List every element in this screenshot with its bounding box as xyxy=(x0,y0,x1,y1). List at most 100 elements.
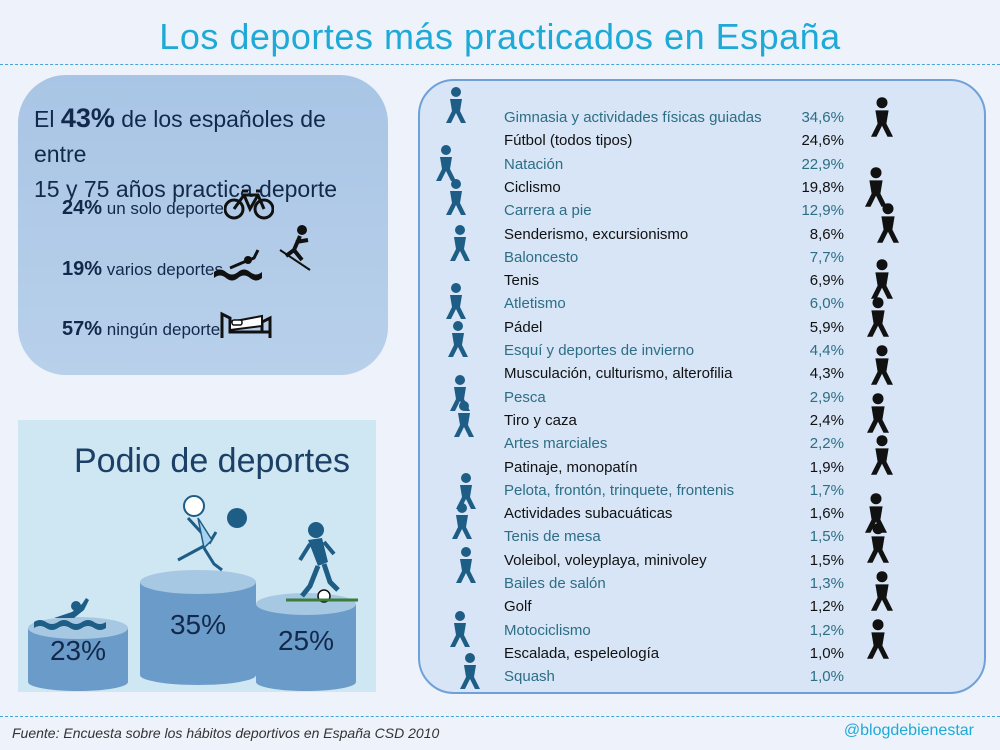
podium-label-center: 35% xyxy=(170,609,226,640)
ranking-row: Patinaje, monopatín 1,9% xyxy=(504,456,844,479)
runner-icon xyxy=(446,179,466,215)
sport-percentage: 6,9% xyxy=(809,272,844,290)
ranking-row: Artes marciales 2,2% xyxy=(504,432,844,455)
ranking-row: Bailes de salón 1,3% xyxy=(504,572,844,595)
summary-row-multiple: 19% varios deportes xyxy=(62,225,311,281)
sport-name: Patinaje, monopatín xyxy=(504,458,638,476)
gymnast-icon xyxy=(446,87,466,123)
ranking-row: Ciclismo 19,8% xyxy=(504,176,844,199)
ranking-panel: Gimnasia y actividades físicas guiadas 34… xyxy=(418,79,986,694)
sport-name: Escalada, espeleología xyxy=(504,644,660,662)
ranking-row: Actividades subacuáticas 1,6% xyxy=(504,502,844,525)
sport-name: Senderismo, excursionismo xyxy=(504,225,689,243)
motorcycle-icon xyxy=(450,611,470,647)
podium-box: Podio de deportes xyxy=(18,420,376,692)
ranking-row: Voleibol, voleyplaya, minivoley 1,5% xyxy=(504,549,844,572)
sport-percentage: 24,6% xyxy=(801,132,844,150)
headline-line2: 15 y 75 años practica deporte xyxy=(34,176,338,202)
sport-name: Pádel xyxy=(504,318,543,336)
ranking-row: Atletismo 6,0% xyxy=(504,292,844,315)
twitter-handle[interactable]: @blogdebienestar xyxy=(843,722,974,739)
top-divider xyxy=(0,64,1000,65)
sport-name: Voleibol, voleyplaya, minivoley xyxy=(504,551,707,569)
basketball-player-icon xyxy=(450,225,470,261)
summary-headline: El 43% de los españoles de entre 15 y 75… xyxy=(34,101,379,207)
summary-row-pct: 24% xyxy=(62,197,103,219)
ranking-row: Motociclismo 1,2% xyxy=(504,619,844,642)
summary-row-label: varios deportes xyxy=(106,260,223,279)
swimmer-skier-icon xyxy=(214,225,311,281)
sport-percentage: 1,2% xyxy=(809,598,844,616)
bottom-divider xyxy=(0,716,1000,717)
sport-name: Gimnasia y actividades físicas guiadas xyxy=(504,109,762,126)
podium-label-left: 23% xyxy=(50,635,106,666)
page-title: Los deportes más practicados en España xyxy=(159,16,841,57)
ranking-row: Escalada, espeleología 1,0% xyxy=(504,642,844,665)
swimmer-icon xyxy=(34,598,106,630)
sport-percentage: 1,7% xyxy=(809,481,844,499)
summary-row-none: 57% ningún deporte xyxy=(62,311,272,341)
source-note: Fuente: Encuesta sobre los hábitos depor… xyxy=(12,725,440,741)
sport-percentage: 1,0% xyxy=(809,668,844,686)
sport-percentage: 6,0% xyxy=(809,295,844,313)
summary-row-single: 24% un solo deporte xyxy=(62,189,274,220)
sport-name: Baloncesto xyxy=(504,248,579,266)
sport-name: Squash xyxy=(504,668,555,686)
summary-row-label: un solo deporte xyxy=(106,199,224,218)
ranking-table: Gimnasia y actividades físicas guiadas 34… xyxy=(420,81,988,696)
sport-percentage: 1,0% xyxy=(809,644,844,662)
ranking-row: Squash 1,0% xyxy=(504,665,844,688)
sport-name: Fútbol (todos tipos) xyxy=(504,132,633,150)
sport-name: Bailes de salón xyxy=(504,575,606,592)
podium-place-center xyxy=(140,570,256,685)
golfer-icon xyxy=(871,571,893,611)
sport-percentage: 22,9% xyxy=(801,155,844,173)
sport-name: Golf xyxy=(504,598,532,616)
sport-name: Tenis xyxy=(504,272,540,290)
sport-percentage: 1,9% xyxy=(809,458,844,476)
ranking-row: Natación 22,9% xyxy=(504,153,844,176)
rifle-icon xyxy=(867,393,889,433)
sport-name: Ciclismo xyxy=(504,178,561,196)
padel-racket-icon xyxy=(867,297,889,337)
bed-icon xyxy=(220,311,272,338)
sport-name: Pelota, frontón, trinquete, frontenis xyxy=(504,481,735,499)
ranking-row: Tenis de mesa 1,5% xyxy=(504,525,844,548)
summary-row-pct: 19% xyxy=(62,258,103,280)
squash-player-icon xyxy=(460,653,480,689)
sport-percentage: 4,3% xyxy=(809,365,844,383)
sport-percentage: 34,6% xyxy=(801,109,844,126)
ranking-row: Senderismo, excursionismo 8,6% xyxy=(504,223,844,246)
sport-percentage: 1,3% xyxy=(809,575,844,592)
headline-percentage: 43% xyxy=(60,103,115,133)
climber-icon xyxy=(867,619,889,659)
sport-percentage: 1,2% xyxy=(809,621,844,639)
ranking-row: Tenis 6,9% xyxy=(504,269,844,292)
sport-percentage: 2,2% xyxy=(809,435,844,453)
martial-artist-icon xyxy=(454,401,474,437)
weightlifter-icon xyxy=(871,345,893,385)
gymnast-icon xyxy=(177,495,247,572)
headline-rest: de los españoles de entre xyxy=(34,106,326,167)
ranking-row: Baloncesto 7,7% xyxy=(504,246,844,269)
ranking-row: Musculación, culturismo, alterofilia 4,3% xyxy=(504,362,844,385)
bicycle-icon xyxy=(865,167,887,207)
sport-percentage: 2,9% xyxy=(809,388,844,406)
sport-percentage: 1,5% xyxy=(809,528,844,546)
ranking-row: Esquí y deportes de invierno 4,4% xyxy=(504,339,844,362)
ball-icon xyxy=(456,473,476,509)
sport-name: Actividades subacuáticas xyxy=(504,505,673,523)
table-tennis-icon xyxy=(452,503,472,539)
ranking-row: Golf 1,2% xyxy=(504,595,844,618)
sport-name: Atletismo xyxy=(504,295,566,313)
sport-percentage: 1,6% xyxy=(809,505,844,523)
podium-title: Podio de deportes xyxy=(74,442,350,480)
ranking-row: Gimnasia y actividades físicas guiadas 34… xyxy=(504,106,844,129)
sport-percentage: 19,8% xyxy=(801,178,844,196)
sport-percentage: 5,9% xyxy=(809,318,844,336)
sport-percentage: 12,9% xyxy=(801,202,844,220)
sport-name: Natación xyxy=(504,155,564,173)
sport-percentage: 2,4% xyxy=(809,411,844,429)
sport-percentage: 4,4% xyxy=(809,342,844,359)
sport-name: Musculación, culturismo, alterofilia xyxy=(504,365,733,383)
